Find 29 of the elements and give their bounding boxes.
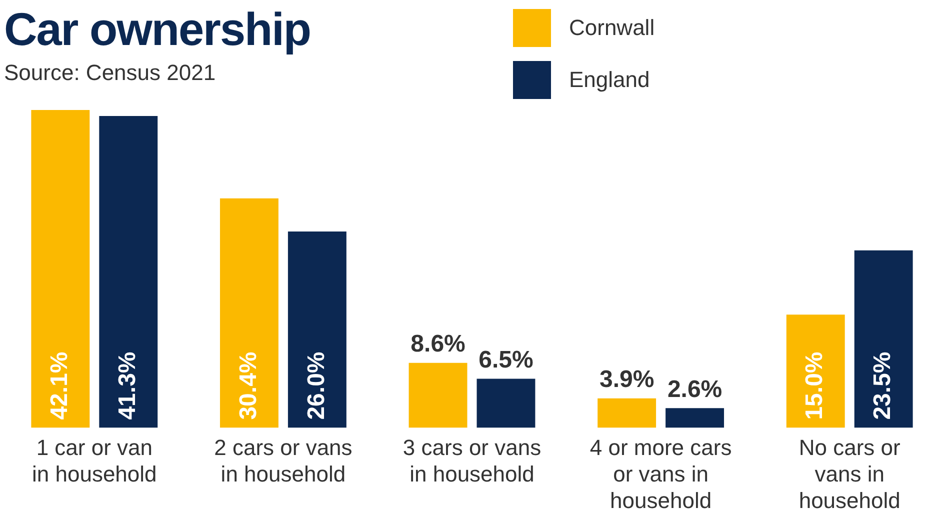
data-label: 26.0% — [302, 352, 330, 420]
bar — [31, 110, 90, 428]
bar — [786, 314, 845, 428]
bar — [476, 378, 536, 428]
bar — [598, 398, 656, 428]
bar — [288, 232, 346, 428]
chart-title: Car ownership — [4, 2, 311, 56]
data-label: 6.5% — [478, 346, 534, 374]
data-label: 2.6% — [667, 376, 722, 403]
bar — [99, 116, 158, 428]
bar — [220, 198, 278, 428]
bar — [408, 362, 468, 428]
bar — [854, 250, 913, 428]
x-tick-label: 4 or more cars or vans in household — [590, 435, 732, 513]
chart-subtitle: Source: Census 2021 — [4, 60, 216, 86]
data-label: 23.5% — [869, 352, 896, 420]
legend-label: England — [569, 67, 650, 93]
data-label: 3.9% — [599, 366, 654, 393]
bar — [666, 408, 724, 428]
x-tick-label: No cars or vans in household — [798, 435, 900, 513]
data-label: 41.3% — [114, 352, 142, 420]
x-tick-label: 2 cars or vans in household — [214, 435, 352, 486]
data-label: 30.4% — [234, 352, 262, 420]
data-label: 15.0% — [801, 352, 828, 420]
data-label: 42.1% — [46, 352, 74, 420]
x-tick-label: 3 cars or vans in household — [402, 435, 542, 486]
x-tick-label: 1 car or van in household — [32, 435, 157, 486]
legend-label: Cornwall — [569, 15, 655, 41]
data-label: 8.6% — [410, 330, 466, 358]
